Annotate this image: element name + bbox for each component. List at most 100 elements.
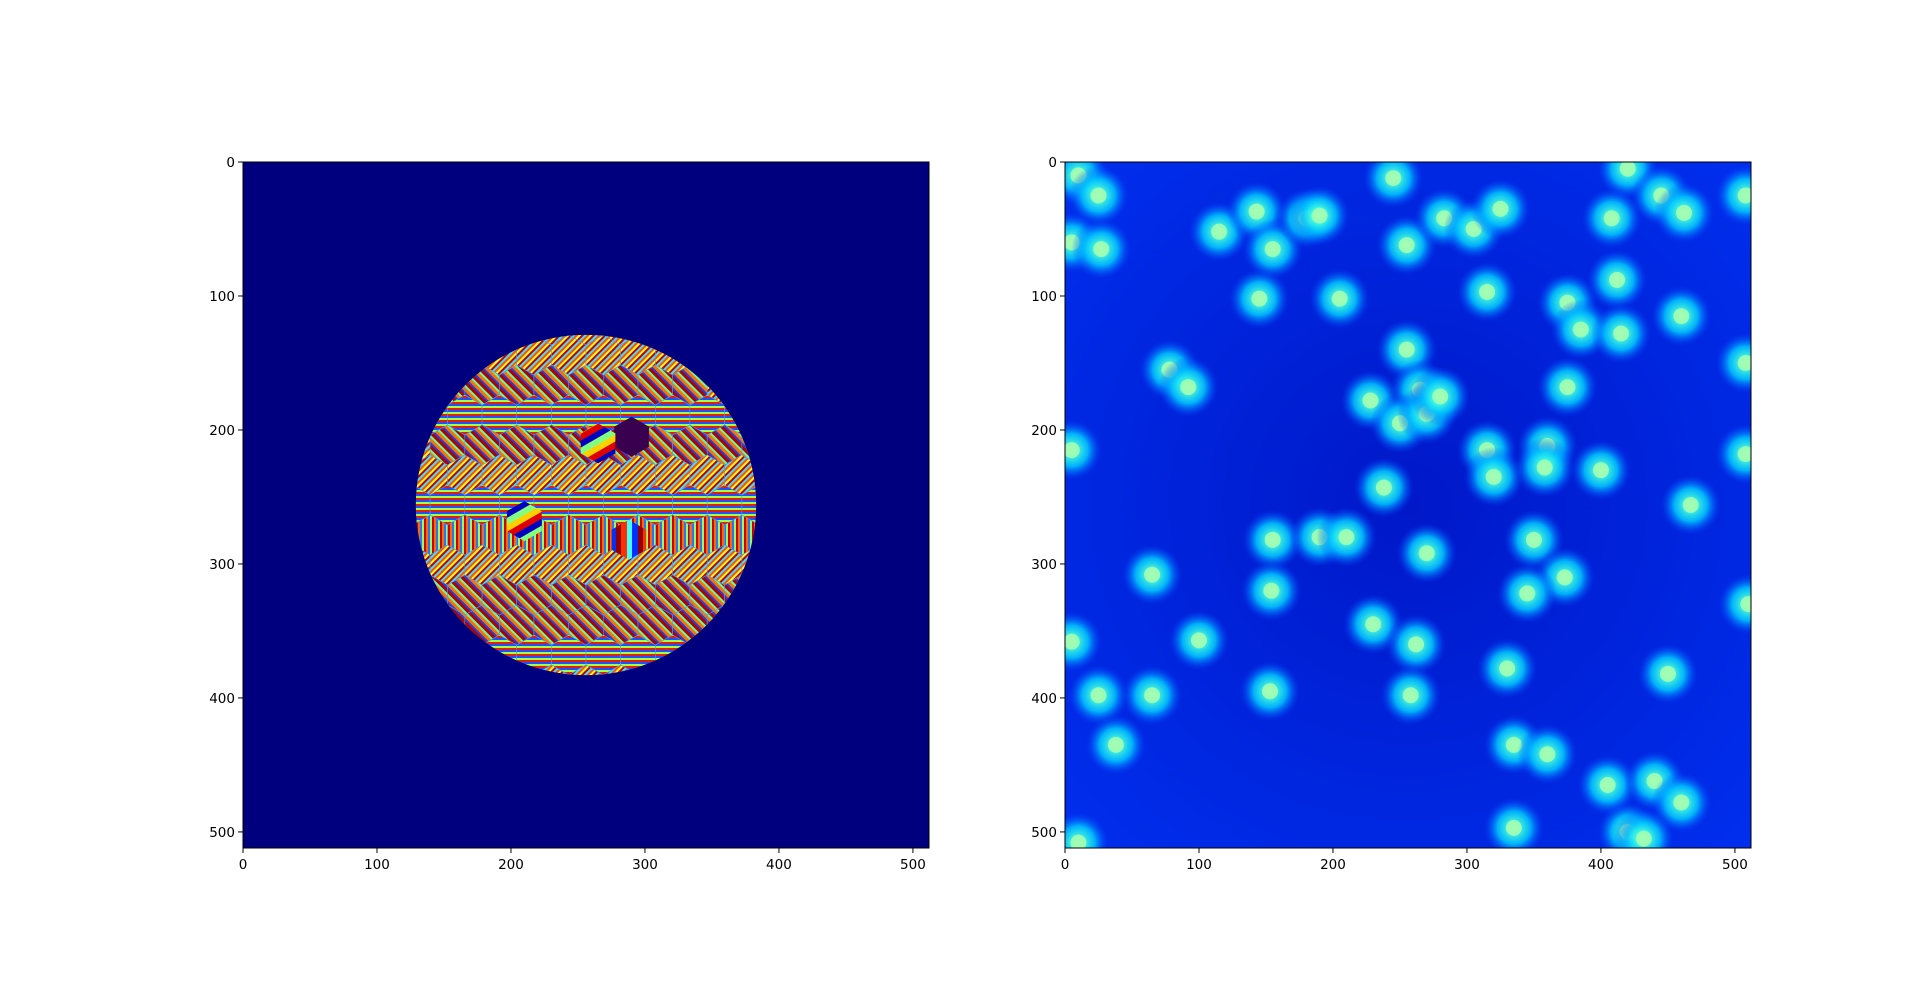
y-tick-label: 100 — [1031, 289, 1057, 305]
hex-tile-special — [507, 501, 542, 542]
x-tick-label: 300 — [1454, 857, 1480, 873]
intensity-spot-core — [1365, 616, 1382, 633]
intensity-spot-core — [1505, 819, 1522, 836]
intensity-spot-core — [1613, 325, 1630, 342]
right-x-ticks: 0 100 200 300 400 500 — [1061, 848, 1748, 873]
intensity-spot-core — [1311, 207, 1328, 224]
intensity-spot-core — [1659, 665, 1676, 682]
intensity-spot-core — [1737, 187, 1751, 204]
x-tick-label: 500 — [900, 857, 926, 873]
intensity-spot-core — [1635, 830, 1652, 847]
intensity-spot-core — [1432, 388, 1449, 405]
intensity-spot-core — [1093, 241, 1110, 258]
intensity-spot — [1715, 165, 1751, 226]
intensity-spot-core — [1572, 321, 1589, 338]
intensity-spot-core — [1398, 237, 1415, 254]
intensity-spot-core — [1090, 687, 1107, 704]
intensity-spot-core — [1408, 636, 1425, 653]
intensity-spot-core — [1737, 446, 1751, 463]
y-tick-label: 300 — [1031, 557, 1057, 573]
intensity-spot-core — [1682, 497, 1699, 513]
intensity-spot-core — [1144, 566, 1161, 583]
intensity-spot-core — [1190, 632, 1207, 649]
hex-tile-special — [580, 423, 616, 464]
intensity-spot — [1715, 332, 1751, 393]
intensity-spot-core — [1525, 531, 1542, 548]
y-tick-label: 500 — [1031, 825, 1057, 841]
intensity-spot — [1718, 574, 1751, 635]
intensity-spot-core — [1263, 582, 1280, 599]
hex-tile-special — [611, 519, 647, 560]
intensity-spot-core — [1398, 341, 1415, 358]
y-tick-label: 0 — [226, 155, 235, 171]
intensity-spot-core — [1599, 777, 1616, 794]
intensity-spot-core — [1740, 596, 1751, 613]
intensity-spot — [1065, 611, 1102, 672]
intensity-spot-core — [1485, 468, 1502, 485]
intensity-spot-core — [1090, 187, 1107, 204]
right-axes-frame — [1064, 161, 1752, 849]
intensity-spot-core — [1536, 459, 1553, 476]
intensity-spot — [1715, 424, 1751, 485]
y-tick-label: 400 — [1031, 691, 1057, 707]
intensity-spot-core — [1559, 379, 1576, 396]
intensity-spot-core — [1375, 479, 1392, 496]
intensity-spot-core — [1180, 379, 1197, 396]
y-tick-label: 300 — [209, 557, 235, 573]
intensity-spot-core — [1065, 442, 1080, 459]
intensity-spot-core — [1261, 683, 1278, 700]
intensity-spot-core — [1609, 271, 1626, 288]
intensity-spot-core — [1065, 633, 1080, 650]
intensity-spot-core — [1418, 545, 1435, 562]
intensity-spot-core — [1492, 200, 1509, 217]
intensity-spot-core — [1251, 290, 1268, 307]
y-tick-label: 100 — [209, 289, 235, 305]
left-y-ticks: 0 100 200 300 400 500 — [209, 155, 243, 841]
x-tick-label: 100 — [1186, 857, 1212, 873]
intensity-spot-core — [1479, 283, 1496, 300]
right-y-ticks: 0 100 200 300 400 500 — [1031, 155, 1065, 841]
intensity-spot-core — [1248, 203, 1265, 220]
intensity-spot-core — [1362, 392, 1379, 409]
intensity-spot-core — [1144, 687, 1161, 704]
x-tick-label: 200 — [498, 857, 524, 873]
x-tick-label: 400 — [1588, 857, 1614, 873]
y-tick-label: 400 — [209, 691, 235, 707]
y-tick-label: 0 — [1048, 155, 1057, 171]
intensity-spot-core — [1338, 529, 1355, 546]
intensity-spot-core — [1673, 794, 1690, 811]
hex-tile — [741, 484, 757, 526]
y-tick-label: 200 — [1031, 423, 1057, 439]
intensity-spots — [1065, 162, 1751, 848]
x-tick-label: 300 — [632, 857, 658, 873]
intensity-spot — [1613, 808, 1674, 848]
intensity-spot-core — [1107, 736, 1124, 753]
intensity-spot — [1065, 420, 1102, 481]
intensity-spot-core — [1264, 531, 1281, 548]
intensity-spot-core — [1331, 290, 1348, 307]
intensity-spot-core — [1737, 354, 1751, 371]
hex-tile-special — [614, 416, 649, 457]
left-x-ticks: 0 100 200 300 400 500 — [239, 848, 926, 873]
left-heatmap-panel: 0 100 200 300 400 500 0 100 200 300 400 500 — [209, 155, 930, 873]
intensity-spot-core — [1592, 462, 1609, 479]
right-heatmap-panel: 0 100 200 300 400 500 0 100 200 300 400 500 — [1031, 155, 1752, 873]
intensity-spot-core — [1264, 241, 1281, 258]
x-tick-label: 0 — [239, 857, 248, 873]
intensity-spot-core — [1519, 585, 1536, 602]
intensity-spot-core — [1499, 660, 1516, 677]
x-tick-label: 100 — [364, 857, 390, 873]
y-tick-label: 500 — [209, 825, 235, 841]
intensity-spot-core — [1539, 746, 1556, 763]
x-tick-label: 400 — [766, 857, 792, 873]
intensity-spot-core — [1673, 308, 1690, 325]
intensity-spot-core — [1402, 687, 1419, 704]
x-tick-label: 500 — [1722, 857, 1748, 873]
intensity-spot-core — [1385, 170, 1402, 187]
intensity-spot-core — [1556, 569, 1573, 586]
x-tick-label: 200 — [1320, 857, 1346, 873]
intensity-spot-core — [1211, 223, 1228, 240]
x-tick-label: 0 — [1061, 857, 1070, 873]
intensity-spot-core — [1070, 834, 1087, 848]
